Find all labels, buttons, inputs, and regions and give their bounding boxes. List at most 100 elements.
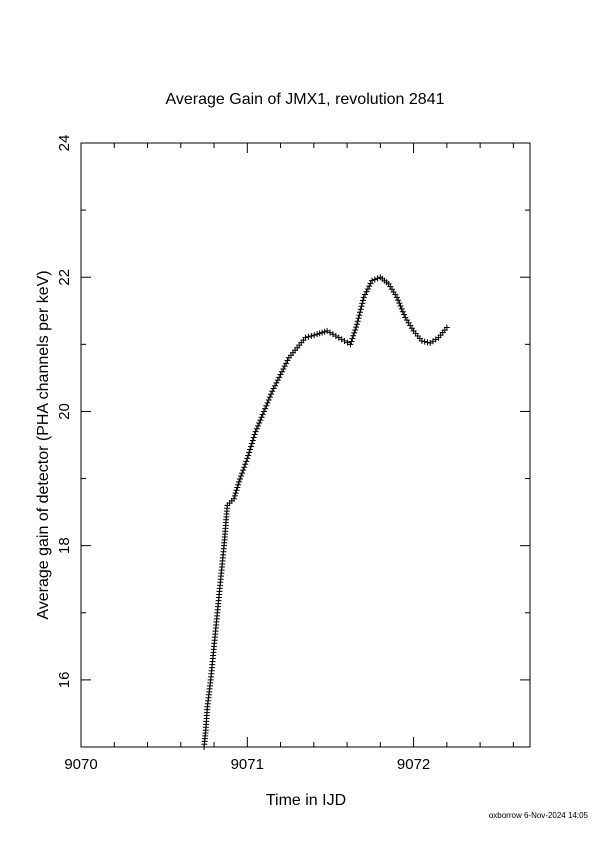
data-point xyxy=(273,379,280,386)
data-point xyxy=(359,297,366,304)
data-point xyxy=(371,276,378,283)
data-point xyxy=(443,324,450,331)
data-point xyxy=(237,475,244,482)
data-point xyxy=(243,458,250,465)
data-point xyxy=(302,334,309,341)
data-point xyxy=(263,402,270,409)
data-point xyxy=(367,280,374,287)
data-point xyxy=(258,414,265,421)
data-point xyxy=(353,324,360,331)
data-point xyxy=(250,434,257,441)
plot-frame xyxy=(80,142,531,748)
data-point xyxy=(357,306,364,313)
x-tick-label: 9072 xyxy=(397,756,430,773)
footer-credit: oxborrow 6-Nov-2024 14:05 xyxy=(489,811,589,820)
data-point xyxy=(248,440,255,447)
data-point xyxy=(283,360,290,367)
data-point xyxy=(308,332,315,339)
data-point xyxy=(257,417,264,424)
data-point xyxy=(233,487,240,494)
y-tick-label: 22 xyxy=(56,269,73,286)
x-tick-label: 9070 xyxy=(64,756,97,773)
data-point xyxy=(397,302,404,309)
data-point xyxy=(247,446,254,453)
y-tick-label: 16 xyxy=(56,672,73,689)
data-point xyxy=(264,399,271,406)
data-point xyxy=(246,449,253,456)
data-point xyxy=(359,300,366,307)
data-series xyxy=(201,274,450,750)
data-point xyxy=(239,470,246,477)
data-point xyxy=(348,338,355,345)
data-point xyxy=(268,391,275,398)
data-point xyxy=(363,288,370,295)
x-tick-label: 9071 xyxy=(231,756,264,773)
data-point xyxy=(254,422,261,429)
data-point xyxy=(235,478,242,485)
data-point xyxy=(311,332,318,339)
data-point xyxy=(374,275,381,282)
data-point xyxy=(270,385,277,392)
data-point xyxy=(418,337,425,344)
data-point xyxy=(251,431,258,438)
data-point xyxy=(230,495,237,502)
data-point xyxy=(235,481,242,488)
data-point xyxy=(350,332,357,339)
data-point xyxy=(277,371,284,378)
data-point xyxy=(395,297,402,304)
data-point xyxy=(259,411,266,418)
data-point xyxy=(252,428,259,435)
data-point xyxy=(354,321,361,328)
data-point xyxy=(360,294,367,301)
data-point xyxy=(272,382,279,389)
data-point xyxy=(256,419,263,426)
data-point xyxy=(278,368,285,375)
y-tick-label: 24 xyxy=(56,135,73,152)
data-point xyxy=(240,467,247,474)
axis-minor-ticks xyxy=(80,142,530,748)
data-point xyxy=(421,338,428,345)
data-point xyxy=(355,315,362,322)
data-point xyxy=(265,396,272,403)
data-point xyxy=(232,490,239,497)
y-axis-tick-labels: 16 18 20 22 24 xyxy=(56,135,73,689)
data-point xyxy=(349,335,356,342)
data-point xyxy=(241,464,248,471)
data-point xyxy=(396,300,403,307)
data-point xyxy=(245,452,252,459)
data-point xyxy=(399,308,406,315)
data-point xyxy=(356,312,363,319)
data-point xyxy=(238,473,245,480)
data-point xyxy=(398,305,405,312)
data-point xyxy=(253,425,260,432)
data-point xyxy=(424,339,431,346)
data-point xyxy=(234,484,241,491)
data-point xyxy=(357,309,364,316)
data-point xyxy=(366,283,373,290)
data-point xyxy=(244,455,251,462)
y-tick-label: 20 xyxy=(56,403,73,420)
data-point xyxy=(276,374,283,381)
data-point xyxy=(305,333,312,340)
data-point xyxy=(242,461,249,468)
data-point xyxy=(401,311,408,318)
data-point xyxy=(351,329,358,336)
data-point xyxy=(347,341,354,348)
data-point xyxy=(352,326,359,333)
data-point xyxy=(354,318,361,325)
data-point xyxy=(262,405,269,412)
data-point xyxy=(362,291,369,298)
x-axis-label: Time in IJD xyxy=(266,792,346,809)
data-point xyxy=(269,388,276,395)
data-point xyxy=(364,285,371,292)
chart-title: Average Gain of JMX1, revolution 2841 xyxy=(166,91,445,108)
data-point xyxy=(231,492,238,499)
data-point xyxy=(369,277,376,284)
data-point xyxy=(260,408,267,415)
data-point xyxy=(393,294,400,301)
data-point xyxy=(358,303,365,310)
data-point xyxy=(249,437,256,444)
y-axis-label: Average gain of detector (PHA channels p… xyxy=(35,270,52,619)
data-point xyxy=(266,394,273,401)
